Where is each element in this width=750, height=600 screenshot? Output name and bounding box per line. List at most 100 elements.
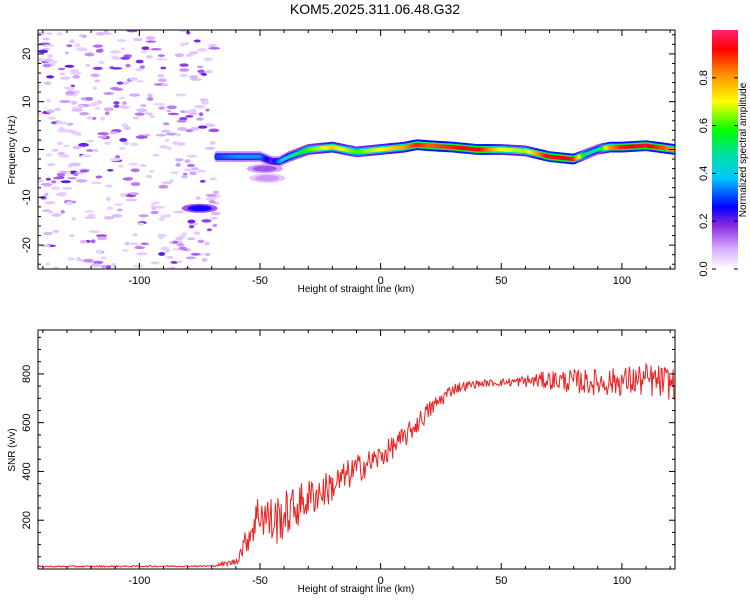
noise-speckle xyxy=(80,169,90,172)
noise-speckle xyxy=(191,167,199,170)
noise-speckle xyxy=(76,133,81,136)
noise-speckle xyxy=(151,261,160,264)
noise-speckle xyxy=(187,164,195,168)
colorbar-tick-label: 0.0 xyxy=(698,261,710,276)
noise-speckle xyxy=(165,139,169,142)
noise-speckle xyxy=(62,187,73,190)
noise-speckle xyxy=(204,253,210,256)
noise-speckle xyxy=(83,259,94,263)
noise-speckle xyxy=(130,242,138,245)
noise-speckle xyxy=(130,143,138,146)
colorbar-tick-label: 0.6 xyxy=(698,118,710,133)
noise-speckle xyxy=(160,215,171,218)
noise-speckle xyxy=(67,177,76,179)
bottom-x-tick-label: 100 xyxy=(613,575,631,587)
noise-speckle xyxy=(119,97,125,100)
noise-speckle xyxy=(162,181,173,184)
noise-speckle xyxy=(96,250,103,254)
noise-speckle xyxy=(92,102,100,105)
noise-speckle xyxy=(114,104,120,108)
noise-speckle xyxy=(158,54,165,57)
noise-speckle xyxy=(187,220,195,224)
noise-speckle xyxy=(94,149,99,153)
noise-speckle xyxy=(83,35,87,38)
bottom-x-axis-label: Height of straight line (km) xyxy=(298,584,415,595)
noise-speckle xyxy=(95,107,100,110)
noise-speckle xyxy=(85,53,95,57)
noise-speckle xyxy=(91,182,102,185)
noise-speckle xyxy=(145,36,155,40)
noise-speckle xyxy=(142,46,150,50)
noise-speckle xyxy=(121,48,125,51)
noise-speckle xyxy=(147,97,153,101)
noise-speckle xyxy=(208,44,217,48)
noise-speckle xyxy=(52,213,61,217)
bottom-y-tick-label: 200 xyxy=(21,511,33,529)
noise-speckle xyxy=(107,169,113,172)
noise-speckle xyxy=(209,178,217,181)
colorbar-tick-label: 0.8 xyxy=(698,70,710,85)
noise-speckle xyxy=(151,211,159,214)
noise-speckle xyxy=(103,92,114,95)
noise-speckle xyxy=(42,38,50,41)
noise-speckle xyxy=(110,158,121,162)
noise-speckle xyxy=(196,196,201,199)
noise-speckle xyxy=(47,32,53,34)
top-x-tick-label: -50 xyxy=(252,275,268,287)
noise-speckle xyxy=(120,57,130,60)
noise-speckle xyxy=(133,38,143,42)
noise-speckle xyxy=(43,64,52,67)
noise-speckle xyxy=(61,180,72,183)
noise-speckle xyxy=(53,177,64,180)
noise-speckle xyxy=(179,63,188,66)
noise-speckle xyxy=(117,82,124,85)
bottom-y-tick-label: 800 xyxy=(21,365,33,383)
noise-speckle xyxy=(146,40,157,42)
bottom-y-tick-label: 400 xyxy=(21,462,33,480)
noise-speckle xyxy=(91,239,96,243)
noise-speckle xyxy=(96,49,104,53)
noise-speckle xyxy=(174,211,185,214)
noise-speckle xyxy=(107,207,113,210)
noise-speckle xyxy=(202,259,208,262)
noise-speckle xyxy=(205,70,213,74)
noise-speckle xyxy=(201,73,207,76)
noise-speckle xyxy=(167,110,172,113)
noise-speckle xyxy=(136,108,147,112)
noise-speckle xyxy=(98,136,107,139)
figure: -100 -50 0 50 100-20-1001020 Height of strai… xyxy=(0,0,750,600)
noise-speckle xyxy=(99,61,105,64)
noise-speckle xyxy=(197,48,208,52)
top-y-tick-label: 20 xyxy=(21,48,33,60)
noise-speckle xyxy=(180,43,185,47)
noise-speckle xyxy=(44,201,55,204)
noise-speckle xyxy=(129,93,140,96)
noise-speckle xyxy=(149,116,155,119)
top-x-tick-label: -100 xyxy=(128,275,150,287)
noise-speckle xyxy=(172,240,178,243)
noise-speckle xyxy=(205,147,216,150)
noise-speckle xyxy=(94,79,100,82)
bottom-x-tick-label: -100 xyxy=(128,575,150,587)
noise-speckle xyxy=(60,76,71,80)
noise-speckle xyxy=(177,127,187,131)
noise-speckle xyxy=(59,126,64,130)
noise-speckle xyxy=(160,247,169,251)
noise-speckle xyxy=(85,216,96,219)
noise-speckle xyxy=(41,183,53,186)
noise-speckle xyxy=(85,64,90,67)
noise-speckle xyxy=(157,74,164,78)
noise-speckle xyxy=(84,210,94,212)
noise-speckle xyxy=(52,149,59,152)
noise-speckle xyxy=(135,112,145,115)
noise-speckle xyxy=(166,256,173,259)
noise-speckle xyxy=(100,117,105,121)
noise-speckle xyxy=(190,109,197,113)
noise-speckle xyxy=(117,209,123,212)
noise-speckle xyxy=(112,57,122,60)
noise-speckle xyxy=(44,44,55,46)
noise-speckle xyxy=(153,206,165,209)
bottom-y-tick-label: 600 xyxy=(21,413,33,431)
noise-speckle xyxy=(67,171,71,174)
bottom-plot-frame xyxy=(38,330,675,569)
